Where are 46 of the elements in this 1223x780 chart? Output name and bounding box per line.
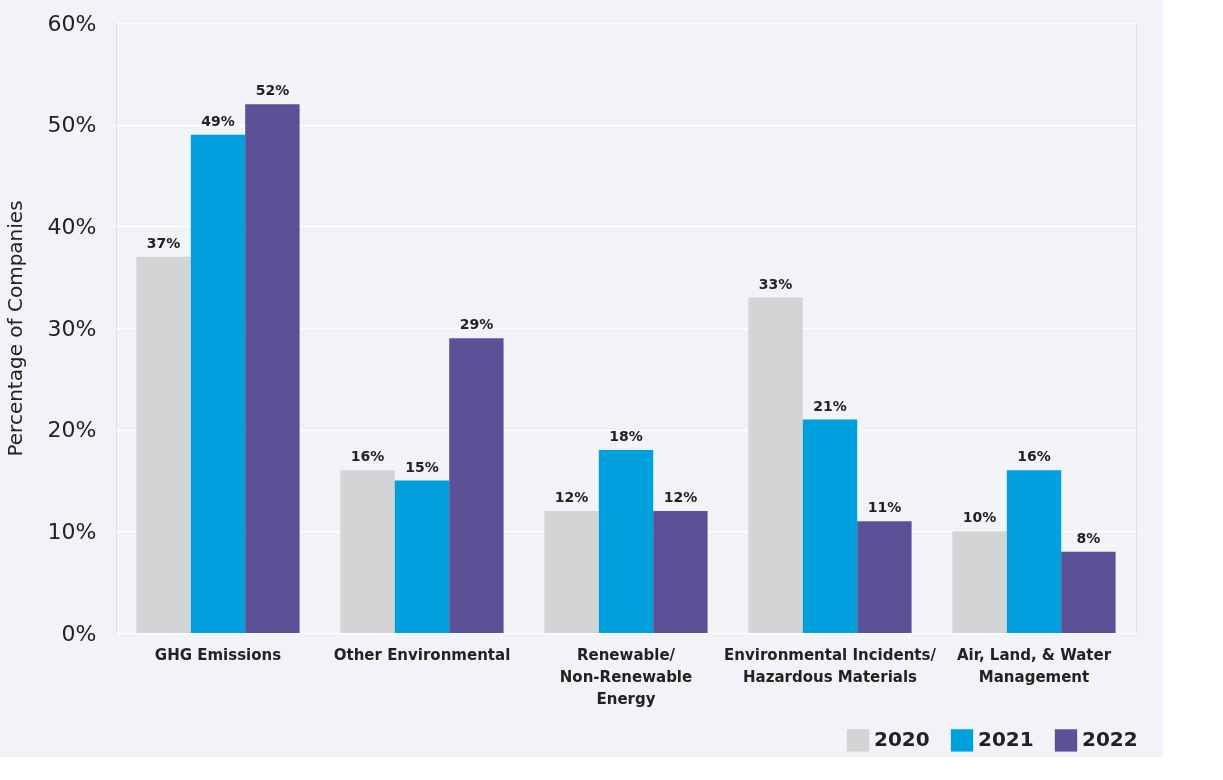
bar xyxy=(952,531,1007,633)
y-tick-label: 20% xyxy=(47,417,97,443)
y-tick-label: 40% xyxy=(47,213,97,239)
x-tick-label: Other Environmental xyxy=(333,645,511,664)
data-label: 11% xyxy=(867,499,902,516)
bar xyxy=(245,104,300,633)
data-label: 21% xyxy=(813,397,847,414)
y-tick-label: 10% xyxy=(47,518,97,544)
x-tick-label: Air, Land, & Water Management xyxy=(956,645,1112,686)
y-axis-title: Percentage of Companies xyxy=(2,200,27,457)
bar xyxy=(1061,551,1116,633)
bar xyxy=(136,256,191,633)
y-tick-label: 60% xyxy=(47,10,97,36)
x-tick-label: GHG Emissions xyxy=(154,645,282,664)
data-label: 8% xyxy=(1076,529,1101,546)
bar xyxy=(748,297,803,633)
bar xyxy=(857,521,912,633)
x-tick-label: Environmental Incidents/ Hazardous Materials xyxy=(724,645,937,686)
y-tick-label: 50% xyxy=(47,112,97,138)
data-label: 10% xyxy=(962,509,997,526)
data-label: 12% xyxy=(554,489,589,505)
y-tick-label: 0% xyxy=(61,620,97,646)
y-tick-label: 30% xyxy=(47,315,97,341)
legend-label: 2020 xyxy=(874,727,930,752)
bar xyxy=(802,419,858,633)
data-label: 52% xyxy=(255,82,290,99)
data-label: 16% xyxy=(350,448,385,465)
bar xyxy=(598,450,654,633)
legend-label: 2022 xyxy=(1082,727,1138,752)
data-label: 18% xyxy=(609,428,643,444)
data-label: 29% xyxy=(459,316,494,333)
bar xyxy=(449,338,504,633)
data-label: 33% xyxy=(758,275,793,292)
bar xyxy=(544,511,599,633)
data-label: 49% xyxy=(201,112,235,129)
data-label: 16% xyxy=(1017,448,1051,465)
bar xyxy=(653,511,708,633)
data-label: 37% xyxy=(146,234,181,251)
data-label: 12% xyxy=(663,489,698,505)
bar xyxy=(340,470,395,633)
legend-label: 2021 xyxy=(978,727,1034,752)
data-label: 15% xyxy=(405,458,439,475)
bar xyxy=(1006,470,1062,633)
x-tick-label: Renewable/ Non-Renewable Energy xyxy=(559,645,693,708)
bar xyxy=(190,134,246,633)
bar xyxy=(394,480,450,633)
